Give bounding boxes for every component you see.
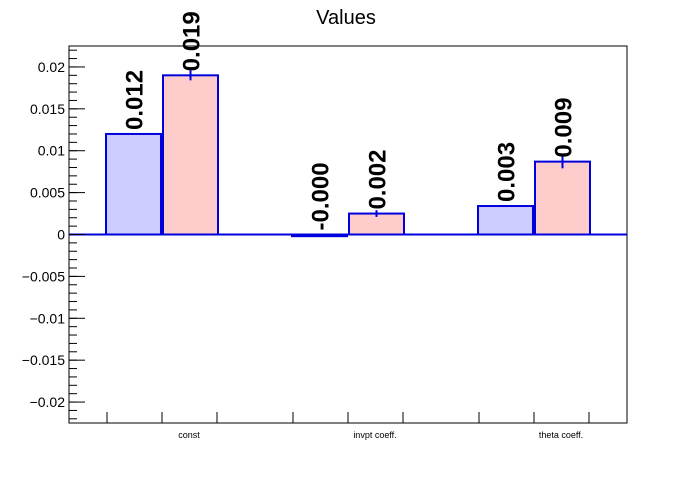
y-tick-label: −0.01 xyxy=(30,310,66,326)
value-label: -0.000 xyxy=(308,162,335,230)
value-label: 0.002 xyxy=(365,149,392,209)
value-label: 0.019 xyxy=(179,11,206,71)
y-tick-label: 0.01 xyxy=(38,143,65,159)
y-tick-label: −0.015 xyxy=(22,352,65,368)
bar xyxy=(105,132,162,236)
y-tick-label: −0.005 xyxy=(22,268,65,284)
value-labels-layer: 0.012 -0.000 0.003 0.019 0.002 0.009 xyxy=(122,11,578,230)
bars-layer xyxy=(105,70,591,238)
y-tick-label: −0.02 xyxy=(30,394,66,410)
x-category-label: const xyxy=(178,430,200,440)
x-category-label: theta coeff. xyxy=(539,430,583,440)
value-label: 0.009 xyxy=(551,98,578,158)
y-tick-label: 0 xyxy=(57,227,65,243)
axes-layer: 0.02 0.015 0.01 0.005 0 −0.005 −0.01 −0.015 −0.0… xyxy=(22,45,628,440)
y-tick-label: 0.02 xyxy=(38,59,65,75)
x-category-label: invpt coeff. xyxy=(353,430,396,440)
y-tick-label: 0.015 xyxy=(30,101,65,117)
bar xyxy=(534,160,591,236)
bar xyxy=(477,205,534,236)
y-tick-label: 0.005 xyxy=(30,185,65,201)
chart-title: Values xyxy=(316,7,376,29)
value-label: 0.003 xyxy=(494,142,521,202)
bar xyxy=(162,74,219,236)
value-label: 0.012 xyxy=(122,70,149,130)
